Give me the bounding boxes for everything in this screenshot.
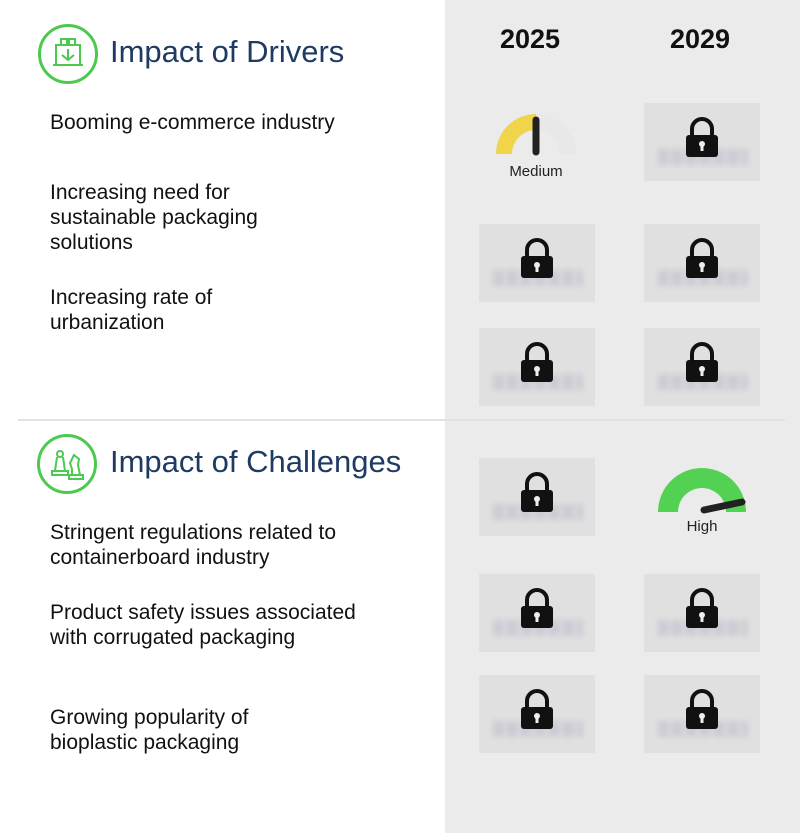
locked-cell[interactable] bbox=[479, 328, 595, 406]
locked-cell[interactable] bbox=[644, 328, 760, 406]
locked-cell[interactable] bbox=[644, 675, 760, 753]
lock-icon bbox=[521, 472, 553, 512]
section-title-challenges: Impact of Challenges bbox=[110, 444, 402, 479]
impact-gauge-medium bbox=[486, 108, 586, 169]
section-divider bbox=[18, 419, 785, 421]
factory-icon bbox=[38, 24, 98, 84]
impact-gauge-high bbox=[652, 464, 752, 525]
locked-cell[interactable] bbox=[644, 224, 760, 302]
locked-cell[interactable] bbox=[644, 574, 760, 652]
driver-item-2: Increasing need for sustainable packagin… bbox=[50, 181, 258, 254]
lock-icon bbox=[686, 689, 718, 729]
driver-item-1: Booming e-commerce industry bbox=[50, 111, 335, 134]
driver-item-3: Increasing rate of urbanization bbox=[50, 286, 213, 334]
section-title-drivers: Impact of Drivers bbox=[110, 34, 345, 69]
lock-icon bbox=[521, 588, 553, 628]
challenge-item-3: Growing popularity of bioplastic packagi… bbox=[50, 706, 249, 754]
column-header-2025: 2025 bbox=[499, 24, 561, 54]
lock-icon bbox=[686, 588, 718, 628]
locked-cell[interactable] bbox=[479, 224, 595, 302]
chess-pieces-icon bbox=[37, 434, 97, 494]
gauge-label-medium: Medium bbox=[509, 163, 563, 180]
locked-cell[interactable] bbox=[479, 675, 595, 753]
locked-cell[interactable] bbox=[644, 103, 760, 181]
challenge-item-2: Product safety issues associated with co… bbox=[50, 601, 356, 649]
lock-icon bbox=[686, 238, 718, 278]
lock-icon bbox=[521, 238, 553, 278]
lock-icon bbox=[686, 342, 718, 382]
lock-icon bbox=[521, 342, 553, 382]
challenge-item-1: Stringent regulations related to contain… bbox=[50, 521, 337, 569]
locked-cell[interactable] bbox=[479, 574, 595, 652]
lock-icon bbox=[521, 689, 553, 729]
locked-cell[interactable] bbox=[479, 458, 595, 536]
lock-icon bbox=[686, 117, 718, 157]
gauge-label-high: High bbox=[686, 518, 718, 535]
column-header-2029: 2029 bbox=[669, 24, 731, 54]
